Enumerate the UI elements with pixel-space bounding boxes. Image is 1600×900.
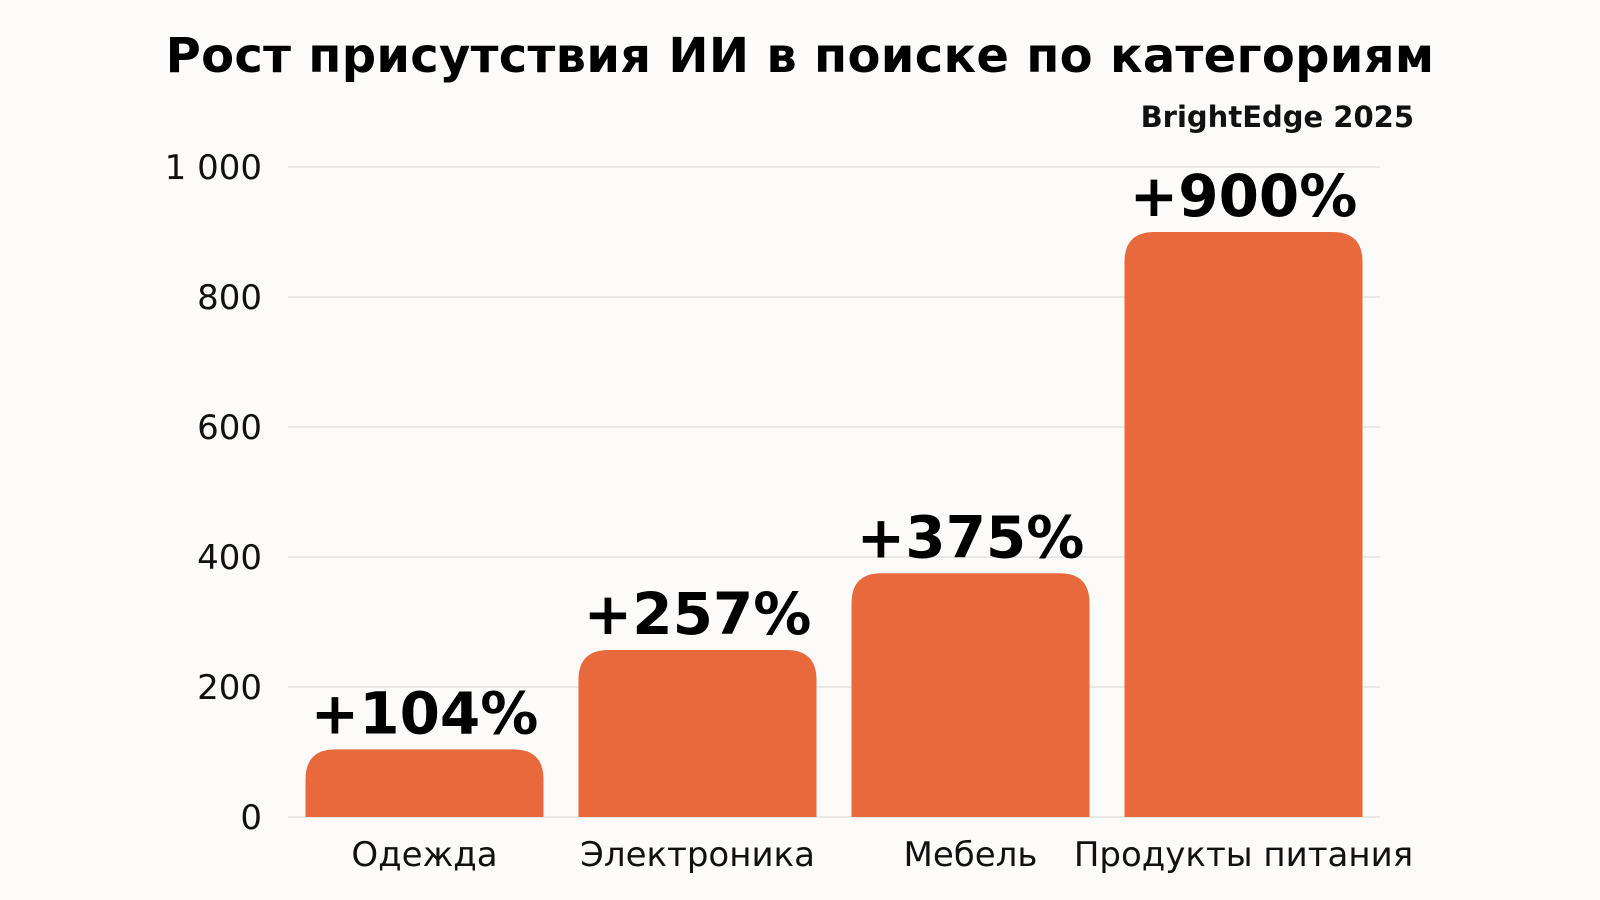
y-tick-label: 0 bbox=[240, 798, 262, 838]
bar-4 bbox=[1124, 232, 1363, 817]
chart-title: Рост присутствия ИИ в поиске по категори… bbox=[165, 28, 1435, 84]
category-label: Одежда bbox=[351, 835, 497, 875]
data-labels: +104% +257% +375% +900% bbox=[311, 162, 1358, 747]
x-axis-categories: Одежда Электроника Мебель Продукты питания bbox=[351, 835, 1413, 875]
data-label: +257% bbox=[584, 580, 812, 648]
y-tick-label: 600 bbox=[197, 408, 262, 448]
category-label: Продукты питания bbox=[1074, 835, 1413, 875]
category-label: Электроника bbox=[580, 835, 815, 875]
bar-2 bbox=[578, 649, 817, 817]
y-axis-ticks: 0 200 400 600 800 1 000 bbox=[165, 148, 262, 838]
data-label: +900% bbox=[1130, 162, 1358, 230]
data-label: +104% bbox=[311, 679, 539, 747]
chart-subtitle: BrightEdge 2025 bbox=[1140, 100, 1414, 134]
bars bbox=[305, 232, 1363, 817]
y-tick-label: 200 bbox=[197, 668, 262, 708]
bar-3 bbox=[851, 573, 1090, 817]
y-tick-label: 400 bbox=[197, 538, 262, 578]
y-tick-label: 800 bbox=[197, 278, 262, 318]
y-tick-label: 1 000 bbox=[165, 148, 262, 188]
category-label: Мебель bbox=[904, 835, 1038, 875]
bar-1 bbox=[305, 749, 544, 817]
data-label: +375% bbox=[857, 503, 1085, 571]
